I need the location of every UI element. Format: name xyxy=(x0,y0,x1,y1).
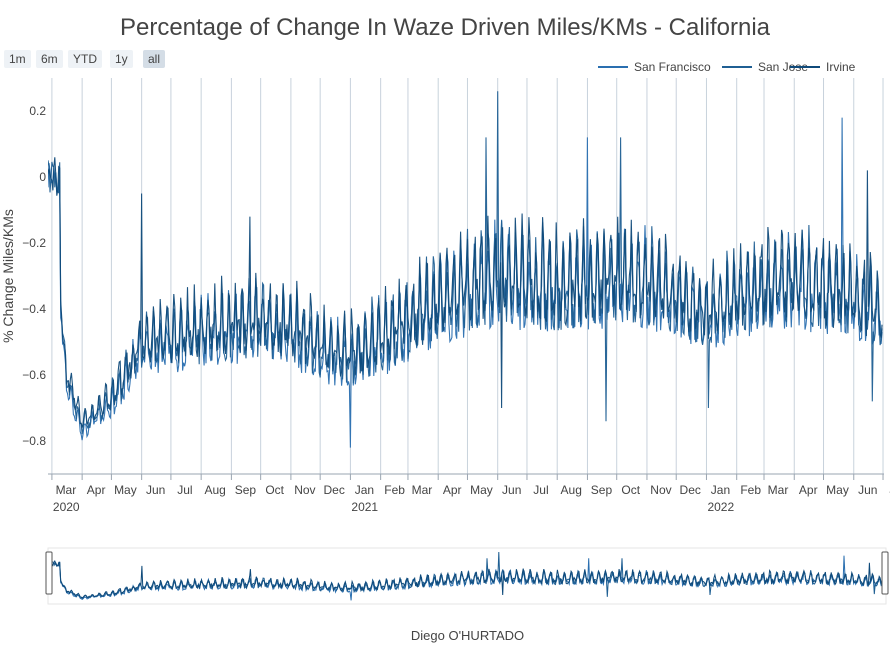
y-tick-label: −0.2 xyxy=(22,236,46,250)
x-tick-label: Jun xyxy=(146,483,165,497)
y-tick-label: −0.8 xyxy=(22,434,46,448)
x-tick-label: Apr xyxy=(87,483,106,497)
x-tick-label: Oct xyxy=(621,483,640,497)
x-tick-label: May xyxy=(114,483,137,497)
navigator-right-handle[interactable] xyxy=(881,551,889,595)
x-tick-label: Oct xyxy=(265,483,284,497)
legend-label[interactable]: San Francisco xyxy=(634,60,711,74)
range-button-all[interactable]: all xyxy=(143,50,166,68)
navigator-line xyxy=(45,559,885,599)
x-tick-label: Sep xyxy=(235,483,257,497)
x-tick-label: Dec xyxy=(323,483,344,497)
range-button-1y[interactable]: 1y xyxy=(110,50,133,68)
x-tick-label: Apr xyxy=(799,483,818,497)
x-tick-label: Sep xyxy=(591,483,613,497)
x-tick-label: Aug xyxy=(561,483,582,497)
x-tick-label: Apr xyxy=(443,483,462,497)
range-button-1m[interactable]: 1m xyxy=(4,50,31,68)
x-tick-label: Jul xyxy=(533,483,548,497)
series-line-irvine[interactable] xyxy=(46,157,883,428)
x-tick-label: Feb xyxy=(384,483,405,497)
y-axis-title: % Change Miles/KMs xyxy=(0,209,16,343)
legend-label[interactable]: San Jose xyxy=(758,60,808,74)
x-tick-label: Dec xyxy=(680,483,701,497)
y-tick-label: −0.6 xyxy=(22,368,46,382)
x-tick-label: Mar xyxy=(412,483,433,497)
x-tick-label: Mar xyxy=(56,483,77,497)
credit-text: Diego O'HURTADO xyxy=(410,628,525,643)
x-year-label: 2022 xyxy=(707,500,734,514)
x-tick-label: Nov xyxy=(650,483,671,497)
range-button-6m[interactable]: 6m xyxy=(36,50,63,68)
x-tick-label: Mar xyxy=(768,483,789,497)
x-tick-label: Jun xyxy=(502,483,521,497)
y-tick-label: 0.2 xyxy=(29,104,46,118)
navigator-left-handle[interactable] xyxy=(45,551,53,595)
y-tick-label: −0.4 xyxy=(22,302,46,316)
x-tick-label: May xyxy=(826,483,849,497)
legend-label[interactable]: Irvine xyxy=(826,60,856,74)
x-tick-label: Jul xyxy=(177,483,192,497)
x-tick-label: Nov xyxy=(294,483,315,497)
x-tick-label: May xyxy=(470,483,493,497)
x-tick-label: Jan xyxy=(355,483,374,497)
range-button-ytd[interactable]: YTD xyxy=(68,50,102,68)
x-tick-label: Aug xyxy=(204,483,225,497)
y-tick-label: 0 xyxy=(39,170,46,184)
x-tick-label: Feb xyxy=(740,483,761,497)
x-year-label: 2021 xyxy=(351,500,378,514)
x-tick-label: Jan xyxy=(711,483,730,497)
x-tick-label: Jun xyxy=(858,483,877,497)
chart-title: Percentage of Change In Waze Driven Mile… xyxy=(119,14,771,41)
x-year-label: 2020 xyxy=(53,500,80,514)
